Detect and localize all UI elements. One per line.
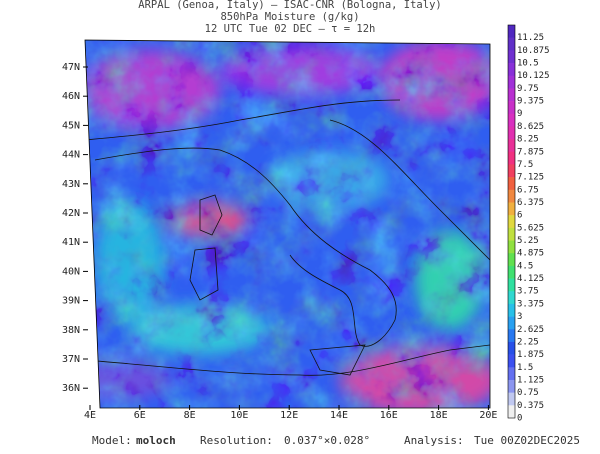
colorbar-swatch (508, 126, 515, 140)
colorbar-label: 0 (517, 414, 522, 424)
colorbar-swatch (508, 329, 515, 343)
colorbar-swatch (508, 25, 515, 38)
colorbar-label: 5.25 (517, 236, 539, 246)
colorbar-swatch (508, 88, 515, 102)
colorbar-label: 2.25 (517, 337, 539, 347)
lat-label: 43N (62, 179, 80, 190)
colorbar-swatch (508, 278, 515, 292)
lon-label: 4E (84, 410, 96, 421)
lat-label: 46N (62, 91, 80, 102)
moisture-field (85, 40, 490, 408)
colorbar-swatch (508, 316, 515, 330)
colorbar-label: 1.5 (517, 363, 533, 373)
colorbar-swatch (508, 37, 515, 51)
colorbar-swatch (508, 63, 515, 77)
lon-label: 18E (430, 410, 448, 421)
colorbar-swatch (508, 379, 515, 393)
lat-label: 41N (62, 237, 80, 248)
footer-label: Resolution: (200, 434, 273, 447)
colorbar-swatch (508, 177, 515, 191)
colorbar-label: 10.875 (517, 46, 550, 56)
header-line: ARPAL (Genoa, Italy) — ISAC-CNR (Bologna… (138, 0, 441, 11)
colorbar-label: 10.125 (517, 71, 550, 81)
header-line: 850hPa Moisture (g/kg) (220, 11, 359, 23)
colorbar-label: 9 (517, 109, 522, 119)
lon-label: 10E (230, 410, 248, 421)
lon-label: 6E (134, 410, 146, 421)
lon-label: 16E (380, 410, 398, 421)
colorbar-swatch (508, 215, 515, 229)
lon-label: 12E (280, 410, 298, 421)
colorbar-label: 3 (517, 312, 522, 322)
lon-label: 8E (184, 410, 196, 421)
colorbar-swatch (508, 227, 515, 241)
colorbar-swatch (508, 151, 515, 165)
lat-label: 45N (62, 120, 80, 131)
lat-label: 39N (62, 296, 80, 307)
lat-label: 42N (62, 208, 80, 219)
colorbar-label: 8.625 (517, 122, 544, 132)
colorbar-label: 7.875 (517, 147, 544, 157)
colorbar-swatch (508, 405, 515, 419)
colorbar-swatch (508, 265, 515, 279)
lat-label: 44N (62, 150, 80, 161)
colorbar-swatch (508, 354, 515, 368)
colorbar-label: 5.625 (517, 223, 544, 233)
lat-label: 38N (62, 325, 80, 336)
colorbar-swatch (508, 164, 515, 178)
colorbar-label: 4.5 (517, 261, 533, 271)
colorbar-label: 0.75 (517, 388, 539, 398)
colorbar-swatch (508, 139, 515, 153)
colorbar-label: 9.375 (517, 97, 544, 107)
colorbar-label: 6.75 (517, 185, 539, 195)
lat-label: 36N (62, 383, 80, 394)
colorbar-swatch (508, 113, 515, 127)
colorbar-label: 7.125 (517, 173, 544, 183)
colorbar-swatch (508, 240, 515, 254)
colorbar-swatch (508, 75, 515, 89)
header-line: 12 UTC Tue 02 DEC — τ = 12h (205, 23, 376, 35)
footer-label: Analysis: (404, 434, 464, 447)
colorbar-label: 11.25 (517, 33, 544, 43)
colorbar-label: 1.875 (517, 350, 544, 360)
colorbar-swatch (508, 392, 515, 406)
colorbar-label: 4.125 (517, 274, 544, 284)
colorbar-swatch (508, 341, 515, 355)
colorbar-label: 3.375 (517, 299, 544, 309)
colorbar-swatch (508, 202, 515, 216)
colorbar-label: 1.125 (517, 375, 544, 385)
colorbar-label: 7.5 (517, 160, 533, 170)
colorbar-swatch (508, 367, 515, 381)
colorbar-swatch (508, 189, 515, 203)
colorbar-swatch (508, 101, 515, 115)
lat-label: 40N (62, 266, 80, 277)
colorbar-label: 6.375 (517, 198, 544, 208)
colorbar-label: 2.625 (517, 325, 544, 335)
colorbar-swatch (508, 303, 515, 317)
colorbar-label: 0.375 (517, 401, 544, 411)
footer-value: 0.037°×0.028° (284, 434, 370, 447)
footer-value: Tue 00Z02DEC2025 (474, 434, 580, 447)
colorbar-label: 10.5 (517, 59, 539, 69)
map-frame (84, 39, 491, 409)
colorbar-swatch (508, 50, 515, 64)
lat-label: 37N (62, 354, 80, 365)
lon-label: 14E (330, 410, 348, 421)
colorbar-label: 9.75 (517, 84, 539, 94)
colorbar-label: 8.25 (517, 135, 539, 145)
colorbar-label: 3.75 (517, 287, 539, 297)
colorbar-frame (507, 24, 516, 419)
colorbar-label: 6 (517, 211, 522, 221)
footer-label: Model: (92, 434, 132, 447)
colorbar-label: 4.875 (517, 249, 544, 259)
colorbar-swatch (508, 291, 515, 305)
lat-label: 47N (62, 62, 80, 73)
colorbar-swatch (508, 253, 515, 267)
lon-label: 20E (479, 410, 497, 421)
footer-value: moloch (136, 434, 176, 447)
